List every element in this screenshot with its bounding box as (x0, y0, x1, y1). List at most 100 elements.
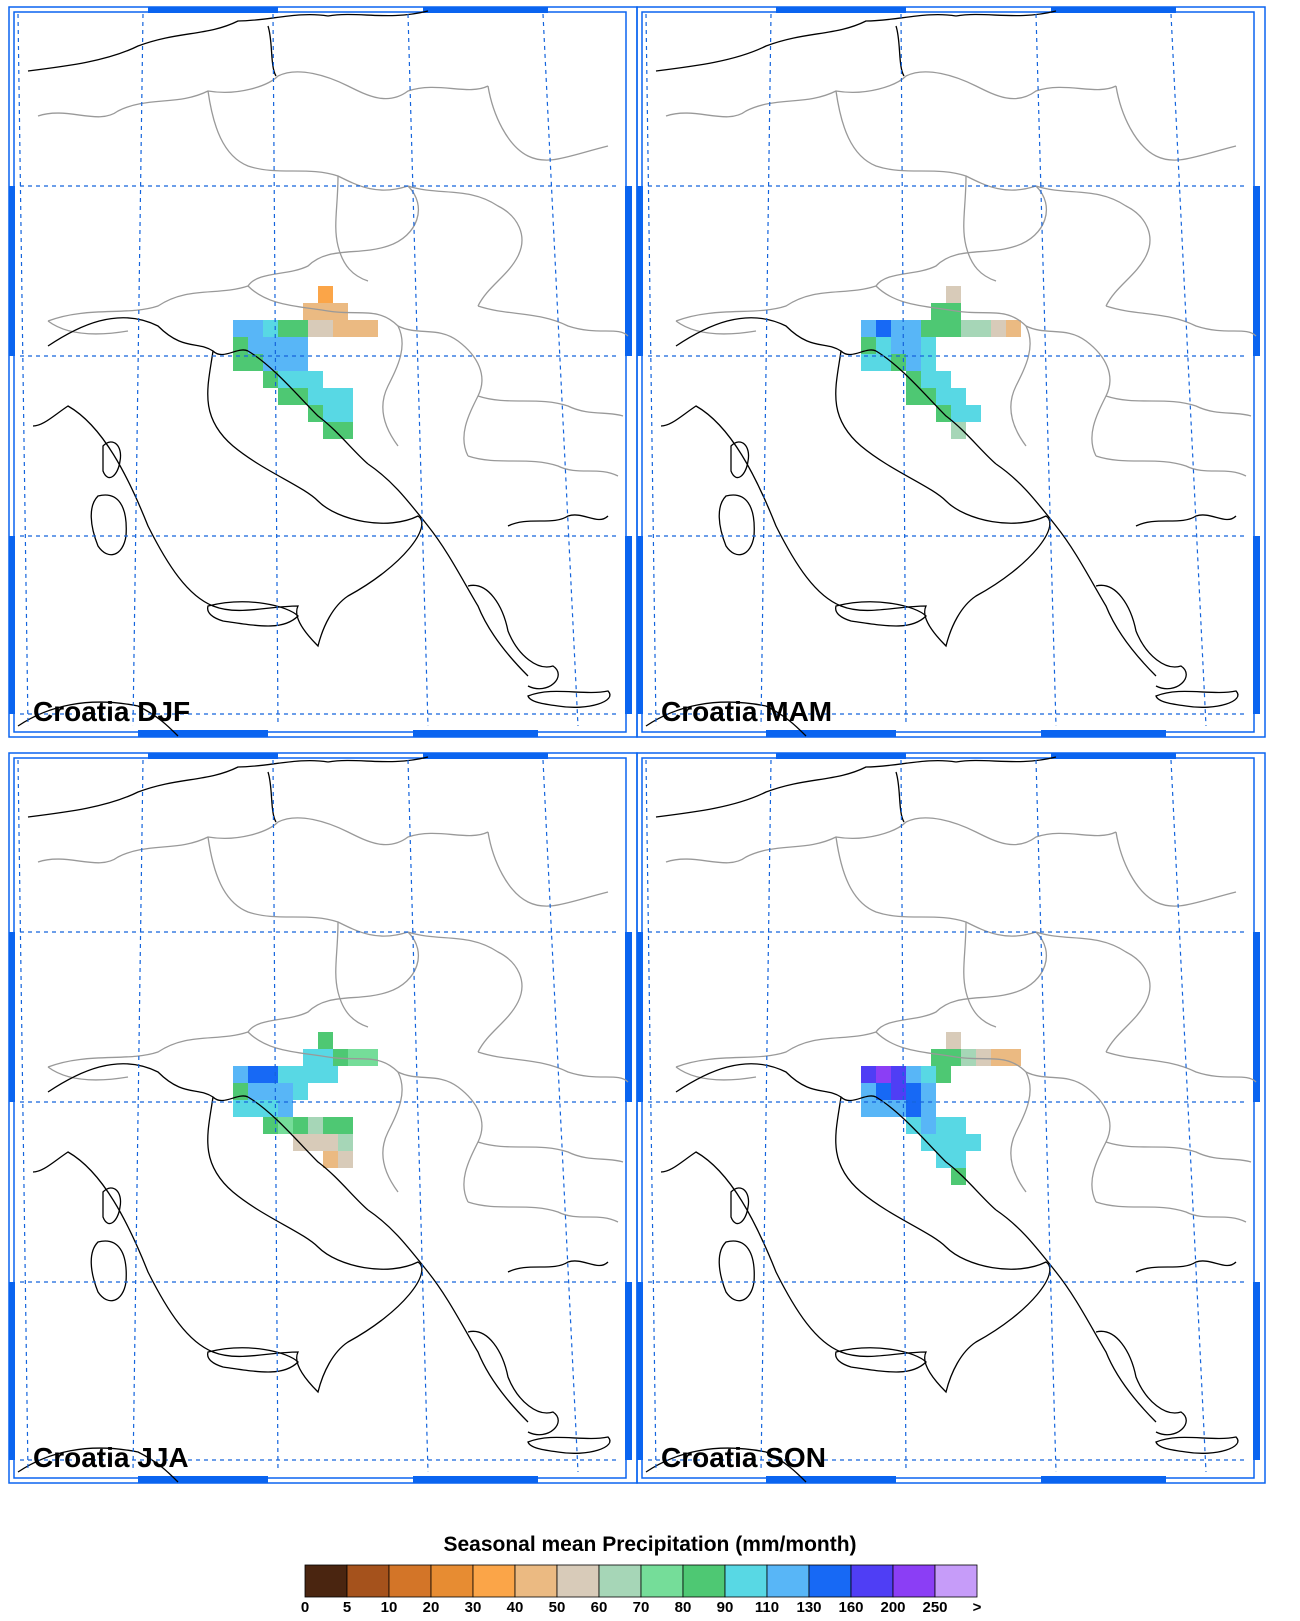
precip-cell (363, 1049, 378, 1066)
precip-cell (861, 354, 876, 371)
coastline (645, 701, 807, 737)
precip-cell (333, 1049, 348, 1066)
coastline (660, 350, 1051, 648)
country-border (1105, 395, 1252, 417)
precip-cell (861, 1066, 876, 1083)
coastline (675, 1063, 877, 1102)
colorbar-tick-label: 60 (590, 1599, 608, 1616)
precip-cell (876, 320, 891, 337)
precip-cell (263, 1100, 278, 1117)
precip-cell (348, 320, 363, 337)
precip-cell (921, 320, 936, 337)
coastline (718, 1240, 755, 1302)
precip-cell (348, 1049, 363, 1066)
precip-cell (263, 337, 278, 354)
frame-tick-bar (766, 1476, 896, 1483)
graticule-line (1035, 13, 1057, 727)
graticule-line (132, 13, 144, 727)
colorbar (304, 1564, 978, 1598)
country-border (37, 821, 279, 864)
frame-tick-bar (1253, 932, 1260, 1102)
country-border (665, 821, 907, 864)
coastline (1095, 584, 1187, 690)
frame-tick-bar (637, 186, 643, 356)
frame-tick-bar (625, 1282, 632, 1460)
precip-cell (293, 354, 308, 371)
precip-cell (263, 354, 278, 371)
precip-cell (248, 1083, 263, 1100)
country-border (835, 836, 1037, 937)
precip-cell (323, 388, 338, 405)
country-border (487, 85, 609, 161)
country-border (37, 75, 279, 118)
coastline (1155, 1436, 1239, 1454)
coastline (1135, 514, 1237, 527)
precip-cell (906, 320, 921, 337)
colorbar-title: Seasonal mean Precipitation (mm/month) (443, 1533, 857, 1556)
country-border (675, 1031, 877, 1068)
coastline (875, 350, 997, 465)
country-border (905, 817, 1117, 846)
frame-tick-bar (625, 536, 632, 714)
graticule-line (900, 13, 907, 727)
country-border (875, 185, 1047, 287)
map-canvas (8, 6, 638, 738)
map-panel-son: Croatia SON (636, 752, 1266, 1502)
coastline (367, 1209, 529, 1423)
precip-cell (233, 1066, 248, 1083)
precip-cell (976, 1049, 991, 1066)
coastline (955, 756, 1057, 763)
frame-tick-bar (637, 932, 643, 1102)
precip-cell (308, 1134, 323, 1151)
precip-cell (991, 320, 1006, 337)
precip-cell (263, 320, 278, 337)
frame-tick-bar (138, 1476, 268, 1483)
country-border (277, 71, 489, 100)
precip-cell (906, 388, 921, 405)
precip-cell (891, 1100, 906, 1117)
precip-cell (936, 1117, 951, 1134)
colorbar-swatch (388, 1564, 432, 1598)
colorbar-tick-label: 20 (422, 1599, 440, 1616)
coastline (247, 1096, 369, 1211)
colorbar-swatch (934, 1564, 978, 1598)
country-border (675, 320, 757, 335)
coastline (655, 13, 957, 72)
precip-cell (308, 371, 323, 388)
precip-cell (293, 1134, 308, 1151)
precip-cell (966, 1134, 981, 1151)
panel-title: Croatia JJA (33, 1442, 189, 1473)
precip-cell (921, 1117, 936, 1134)
precip-cell (946, 1032, 961, 1049)
precip-cell (951, 1134, 966, 1151)
coastline (995, 1209, 1157, 1423)
country-border (407, 185, 523, 307)
colorbar-tick-label: 80 (674, 1599, 692, 1616)
colorbar-tick-label: 30 (464, 1599, 482, 1616)
country-border (477, 1141, 624, 1163)
precip-cell (333, 303, 348, 320)
graticule-line (1170, 759, 1207, 1473)
colorbar-swatch (430, 1564, 474, 1598)
map-panel-jja: Croatia JJA (8, 752, 638, 1502)
country-border (487, 831, 609, 907)
precip-cell (966, 405, 981, 422)
precip-cell (363, 320, 378, 337)
country-border (1105, 1141, 1252, 1163)
coastline (675, 317, 877, 356)
coastline (660, 1096, 1051, 1394)
coastline (467, 1330, 559, 1436)
coastline (895, 771, 905, 823)
graticule-line (1170, 13, 1207, 727)
coastline (527, 690, 611, 708)
precip-cell (931, 303, 946, 320)
country-border (675, 1066, 757, 1081)
frame-tick-bar (1253, 1282, 1260, 1460)
country-border (477, 305, 629, 337)
precip-cell (318, 320, 333, 337)
precip-cell (323, 422, 338, 439)
precip-cell (323, 1066, 338, 1083)
precip-cell (946, 286, 961, 303)
precip-cell (278, 337, 293, 354)
country-border (397, 1071, 483, 1203)
